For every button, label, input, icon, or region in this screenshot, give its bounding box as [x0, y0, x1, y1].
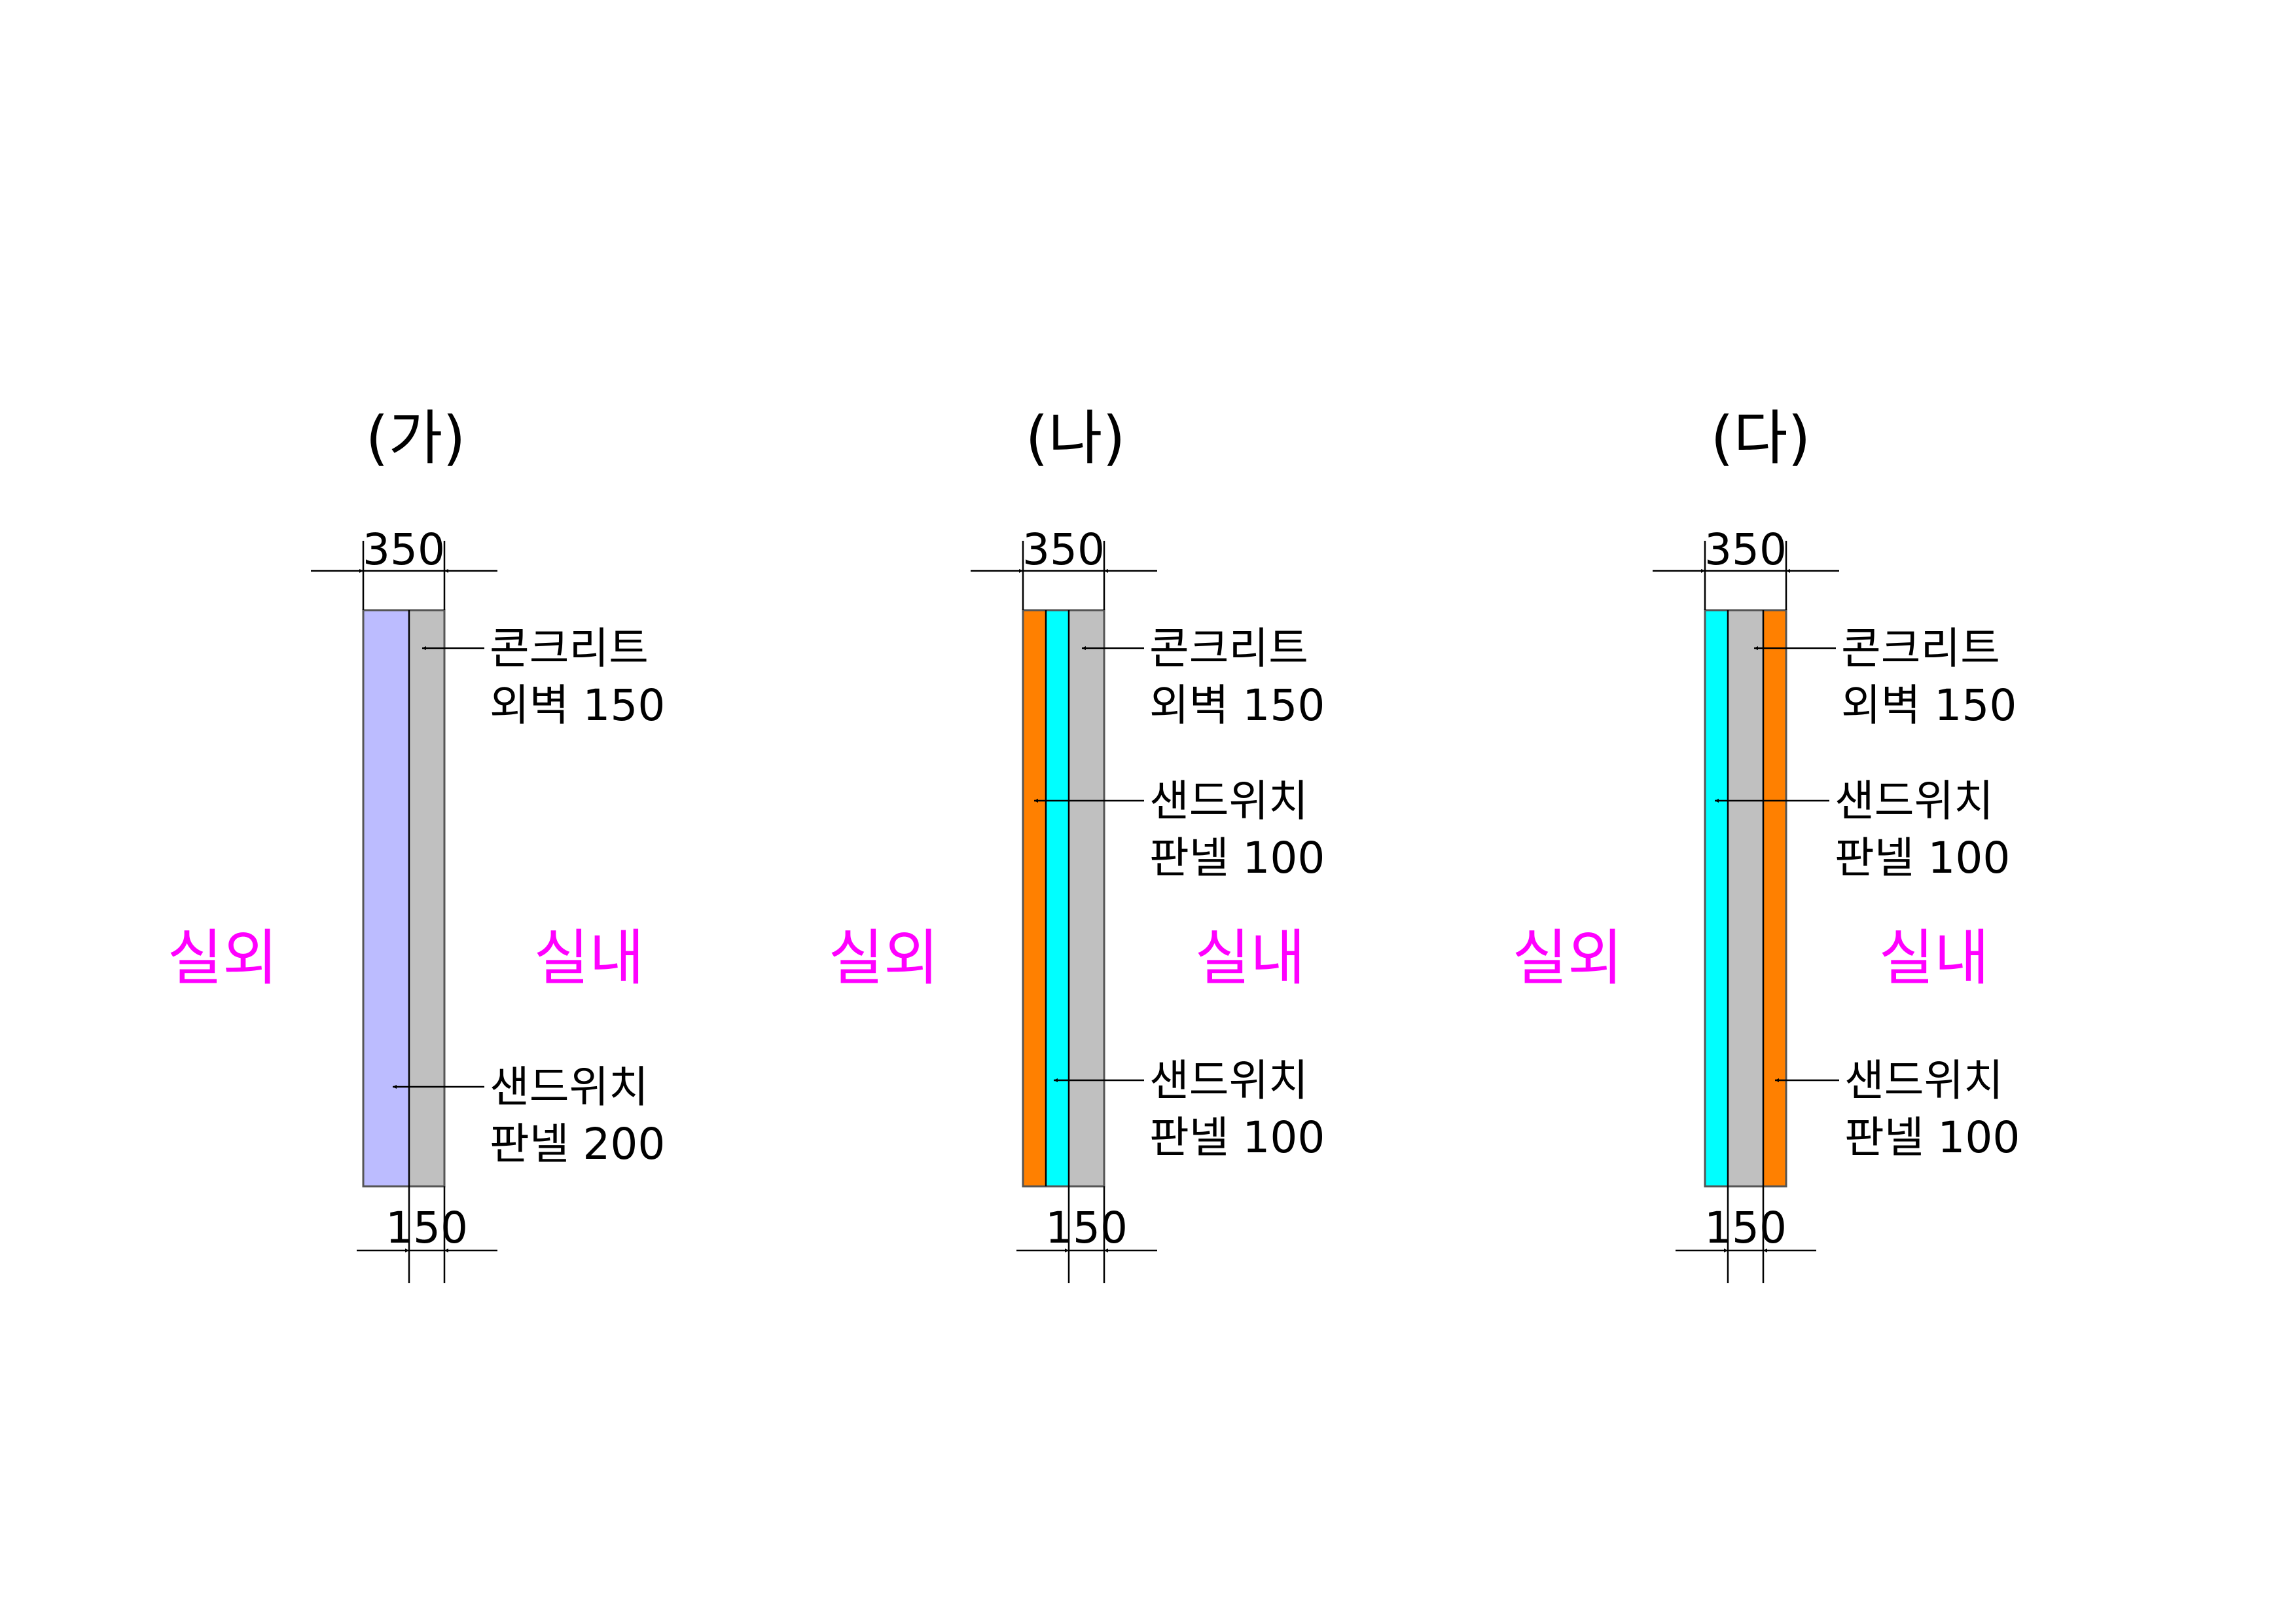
- callout-sandwich-panel-inner: 샌드위치 판넬 100: [1775, 1055, 2020, 1163]
- section-title: (나): [1025, 404, 1125, 473]
- section-title: (가): [365, 404, 465, 473]
- outside-label: 실외: [828, 923, 939, 993]
- callout-line1: 샌드위치: [1835, 776, 1994, 826]
- concrete-wall-layer: [1728, 610, 1763, 1186]
- outside-label: 실외: [167, 923, 278, 993]
- bottom-dimension: 150: [1676, 1186, 1816, 1283]
- callout-line1: 샌드위치: [1149, 1055, 1308, 1106]
- callout-line1: 콘크리트: [1841, 623, 2000, 674]
- top-dimension: 350: [311, 524, 497, 610]
- sandwich-panel-cyan-layer: [1046, 610, 1069, 1186]
- top-dimension: 350: [1653, 524, 1839, 610]
- bottom-dimension-label: 150: [1704, 1203, 1787, 1253]
- wall-outline: [1022, 609, 1105, 1188]
- callout-line1: 콘크리트: [490, 623, 649, 674]
- callout-sandwich-panel-outer: 샌드위치 판넬 100: [1715, 776, 2010, 883]
- sandwich-panel-orange-layer: [1763, 610, 1786, 1186]
- callout-line1: 샌드위치: [1844, 1055, 2003, 1106]
- section-na: (나) 350 150 실외 실내 콘크리트 외벽 150: [828, 404, 1325, 1283]
- callout-sandwich-panel-inner: 샌드위치 판넬 100: [1054, 1055, 1325, 1163]
- callout-line1: 콘크리트: [1149, 623, 1308, 674]
- callout-concrete-wall: 콘크리트 외벽 150: [1082, 623, 1325, 731]
- callout-concrete-wall: 콘크리트 외벽 150: [1754, 623, 2017, 731]
- callout-line2: 판넬 200: [490, 1119, 665, 1169]
- concrete-wall-layer: [409, 610, 444, 1186]
- callout-concrete-wall: 콘크리트 외벽 150: [422, 623, 665, 731]
- callout-sandwich-panel: 샌드위치 판넬 200: [393, 1062, 665, 1169]
- inside-label: 실내: [533, 923, 644, 993]
- wall-outline: [362, 609, 446, 1188]
- section-da: (다) 350 150 실외 실내 콘크리트 외벽 150: [1512, 404, 2020, 1283]
- wall-outline: [1704, 609, 1787, 1188]
- callout-line1: 샌드위치: [1149, 776, 1308, 826]
- sandwich-panel-orange-layer: [1023, 610, 1046, 1186]
- bottom-dimension: 150: [1016, 1186, 1157, 1283]
- top-dimension-label: 350: [363, 524, 445, 575]
- callout-line2: 판넬 100: [1149, 1112, 1325, 1163]
- section-ga: (가) 350 150 실외 실내 콘크리트: [167, 404, 665, 1283]
- top-dimension-label: 350: [1704, 524, 1787, 575]
- inside-label: 실내: [1878, 923, 1989, 993]
- concrete-wall-layer: [1069, 610, 1104, 1186]
- callout-line2: 판넬 100: [1835, 833, 2010, 883]
- top-dimension: 350: [971, 524, 1157, 610]
- callout-line2: 판넬 100: [1844, 1112, 2020, 1163]
- callout-line2: 판넬 100: [1149, 833, 1325, 883]
- callout-line2: 외벽 150: [1841, 680, 2017, 731]
- top-dimension-label: 350: [1022, 524, 1105, 575]
- sandwich-panel-200-layer: [363, 610, 409, 1186]
- outside-label: 실외: [1512, 923, 1623, 993]
- callout-line2: 외벽 150: [1149, 680, 1325, 731]
- bottom-dimension: 150: [357, 1186, 497, 1283]
- bottom-dimension-label: 150: [386, 1203, 468, 1253]
- callout-line2: 외벽 150: [490, 680, 665, 731]
- sandwich-panel-cyan-layer: [1705, 610, 1728, 1186]
- inside-label: 실내: [1194, 923, 1305, 993]
- callout-line1: 샌드위치: [490, 1062, 649, 1112]
- bottom-dimension-label: 150: [1045, 1203, 1128, 1253]
- section-title: (다): [1710, 404, 1810, 473]
- callout-sandwich-panel-outer: 샌드위치 판넬 100: [1034, 776, 1325, 883]
